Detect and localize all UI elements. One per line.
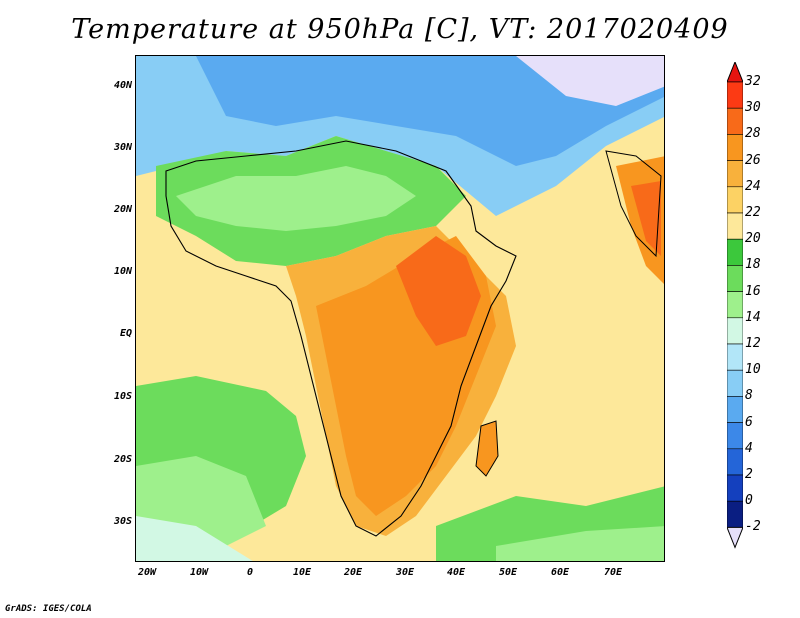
colorbar-tick-label: 32 bbox=[745, 74, 761, 89]
lat-label-eq: EQ bbox=[119, 328, 132, 339]
colorbar bbox=[727, 62, 743, 549]
colorbar-tick-label: 2 bbox=[745, 467, 753, 482]
lon-label-0: 0 bbox=[246, 567, 254, 578]
lon-label-50e: 50E bbox=[498, 567, 518, 578]
colorbar-box bbox=[727, 107, 743, 135]
colorbar-box bbox=[727, 474, 743, 502]
lat-label-10s: 10S bbox=[113, 391, 132, 402]
colorbar-box bbox=[727, 134, 743, 161]
colorbar-box bbox=[727, 317, 743, 345]
colorbar-tick-label: -2 bbox=[745, 519, 761, 535]
colorbar-min-arrow bbox=[727, 526, 743, 549]
lon-label-30e: 30E bbox=[395, 567, 415, 578]
lat-label-30n: 30N bbox=[113, 142, 132, 153]
colorbar-tick-label: 10 bbox=[745, 362, 761, 378]
colorbar-box bbox=[727, 369, 743, 397]
colorbar-box bbox=[727, 396, 743, 423]
map-title: Temperature at 950hPa [C], VT: 201702040… bbox=[71, 14, 729, 45]
colorbar-box bbox=[727, 422, 743, 450]
temperature-field bbox=[136, 56, 664, 561]
colorbar-box bbox=[727, 238, 743, 266]
colorbar-tick-label: 22 bbox=[745, 205, 761, 220]
lon-label-20w: 20W bbox=[137, 567, 157, 578]
lon-label-40e: 40E bbox=[446, 567, 466, 578]
colorbar-box bbox=[727, 212, 743, 240]
colorbar-tick-label: 28 bbox=[745, 126, 761, 142]
colorbar-box bbox=[727, 343, 743, 371]
colorbar-tick-label: 18 bbox=[745, 257, 761, 273]
colorbar-box bbox=[727, 291, 743, 319]
lon-label-60e: 60E bbox=[550, 567, 570, 578]
colorbar-tick-label: 20 bbox=[745, 231, 761, 247]
colorbar-tick-label: 14 bbox=[745, 309, 761, 325]
colorbar-box bbox=[727, 81, 743, 109]
colorbar-tick-label: 26 bbox=[745, 152, 761, 168]
colorbar-box bbox=[727, 265, 743, 292]
colorbar-box bbox=[727, 160, 743, 188]
colorbar-tick-label: 0 bbox=[745, 493, 753, 509]
lat-label-30s: 30S bbox=[113, 516, 132, 527]
colorbar-tick-label: 4 bbox=[745, 440, 753, 456]
colorbar-box bbox=[727, 186, 743, 214]
colorbar-tick-label: 16 bbox=[745, 283, 761, 299]
colorbar-box bbox=[727, 500, 743, 528]
colorbar-tick-label: 12 bbox=[745, 336, 761, 351]
lon-label-70e: 70E bbox=[603, 567, 623, 578]
colorbar-tick-label: 6 bbox=[745, 414, 753, 430]
colorbar-tick-label: 30 bbox=[745, 100, 761, 116]
lat-label-10n: 10N bbox=[113, 266, 132, 277]
colorbar-box bbox=[727, 448, 743, 476]
lon-label-10e: 10E bbox=[292, 567, 312, 578]
lon-label-20e: 20E bbox=[343, 567, 363, 578]
colorbar-max-arrow bbox=[727, 62, 743, 83]
lon-label-10w: 10W bbox=[189, 567, 209, 578]
lat-label-20s: 20S bbox=[113, 454, 132, 465]
footer-credit: GrADS: IGES/COLA bbox=[5, 604, 92, 614]
temperature-map bbox=[135, 55, 665, 562]
colorbar-tick-label: 24 bbox=[745, 178, 761, 194]
lat-label-40n: 40N bbox=[113, 80, 132, 91]
colorbar-tick-label: 8 bbox=[745, 388, 753, 404]
lat-label-20n: 20N bbox=[113, 204, 132, 215]
